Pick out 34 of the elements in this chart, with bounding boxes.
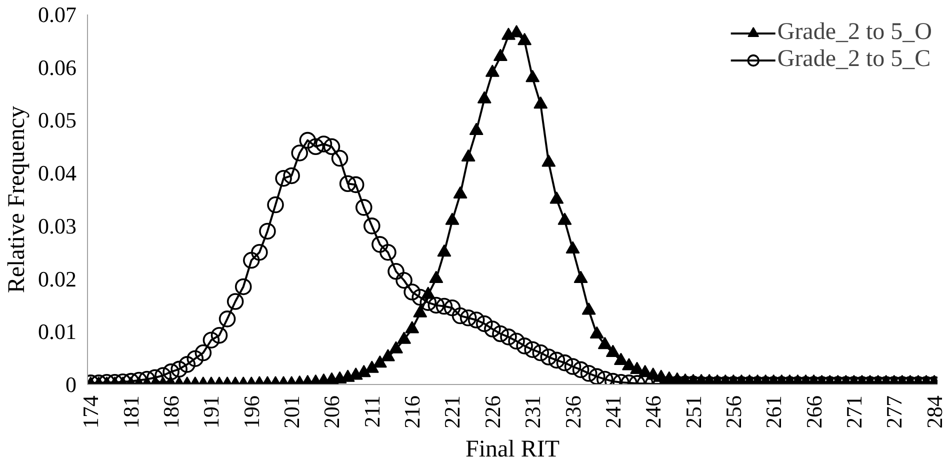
x-tick-label: 236 [560,396,586,428]
x-tick-label: 216 [400,396,425,428]
x-tick-label: 231 [520,396,546,428]
x-axis-title: Final RIT [466,436,560,462]
x-tick-label: 226 [480,396,505,428]
y-tick-label: 0.05 [38,108,76,133]
x-tick-label: 266 [801,396,826,428]
x-tick-label: 251 [680,396,706,428]
x-tick-label: 271 [841,396,866,428]
x-tick-label: 191 [198,396,224,428]
x-tick-label: 256 [720,396,746,428]
x-tick-label: 221 [440,396,465,428]
legend-label: Grade_2 to 5_O [777,19,932,46]
x-tick-label: 284 [922,396,947,428]
x-tick-label: 181 [118,396,144,428]
y-tick-label: 0.02 [38,266,76,292]
x-tick-label: 196 [238,396,264,428]
y-tick-label: 0.06 [38,54,76,80]
x-tick-label: 241 [600,396,626,428]
x-tick-label: 201 [279,396,304,428]
legend-label: Grade_2 to 5_C [777,46,931,73]
x-tick-label: 186 [158,396,184,428]
y-tick-label: 0.01 [38,319,76,344]
y-tick-label: 0.04 [38,160,76,186]
y-tick-label: 0.03 [38,213,76,238]
x-tick-label: 206 [319,396,344,428]
y-tick-label: 0 [66,372,76,397]
x-tick-label: 211 [359,395,384,428]
x-tick-label: 261 [761,396,786,428]
x-tick-label: 246 [640,396,666,428]
y-axis-title: Relative Frequency [4,106,30,294]
x-tick-label: 277 [882,396,907,428]
x-tick-label: 174 [78,396,104,428]
y-tick-label: 0.07 [38,2,76,27]
